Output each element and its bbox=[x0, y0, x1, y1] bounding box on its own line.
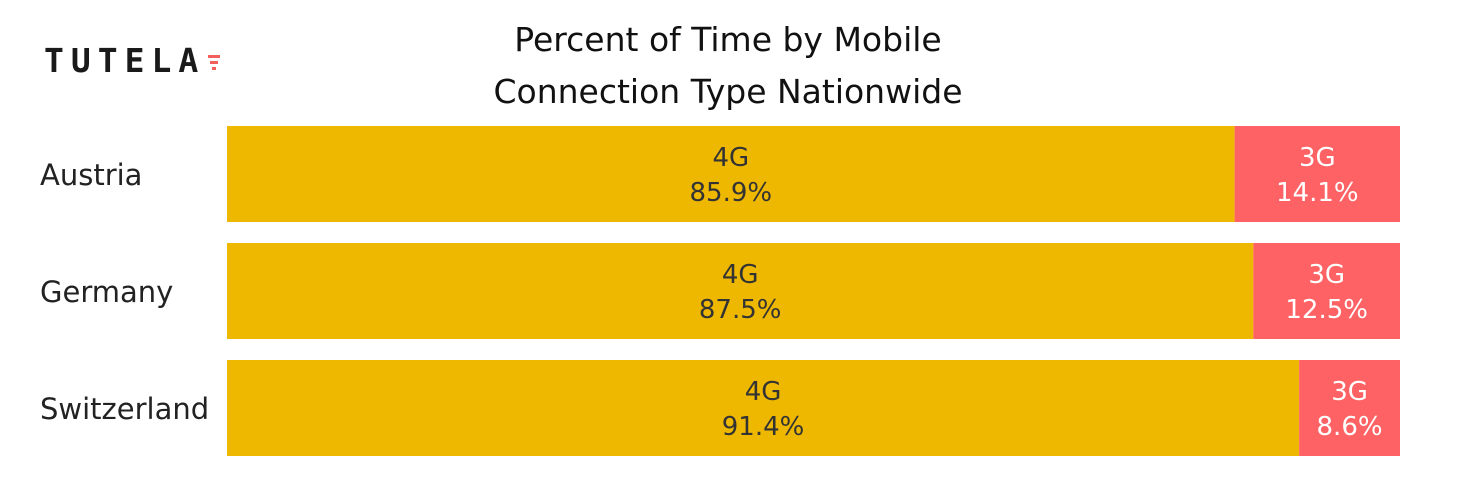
data-label-germany-3g: 12.5% bbox=[1285, 295, 1368, 325]
bar-germany-3g bbox=[1253, 243, 1400, 339]
series-label-austria-4g: 4G bbox=[712, 143, 749, 173]
category-label-germany: Germany bbox=[40, 275, 173, 309]
chart-title: Percent of Time by Mobile Connection Typ… bbox=[400, 14, 1056, 118]
category-label-austria: Austria bbox=[40, 158, 142, 192]
logo: TUTELA bbox=[44, 44, 221, 77]
data-label-austria-3g: 14.1% bbox=[1276, 178, 1359, 208]
category-label-switzerland: Switzerland bbox=[40, 392, 209, 426]
series-label-switzerland-3g: 3G bbox=[1331, 377, 1368, 407]
series-label-switzerland-4g: 4G bbox=[745, 377, 782, 407]
series-label-germany-3g: 3G bbox=[1308, 260, 1345, 290]
series-label-austria-3g: 3G bbox=[1299, 143, 1336, 173]
bar-austria-3g bbox=[1234, 126, 1400, 222]
data-label-switzerland-3g: 8.6% bbox=[1317, 412, 1383, 442]
chart-title-line-1: Percent of Time by Mobile bbox=[514, 20, 942, 59]
chart-title-line-2: Connection Type Nationwide bbox=[493, 72, 963, 111]
logo-text: TUTELA bbox=[44, 41, 206, 80]
series-label-germany-4g: 4G bbox=[722, 260, 759, 290]
logo-triangle-icon bbox=[208, 54, 221, 70]
bar-germany-4g bbox=[227, 243, 1254, 339]
bar-switzerland-4g bbox=[227, 360, 1300, 456]
data-label-germany-4g: 87.5% bbox=[699, 295, 782, 325]
bar-austria-4g bbox=[227, 126, 1235, 222]
data-label-switzerland-4g: 91.4% bbox=[722, 412, 805, 442]
bar-switzerland-3g bbox=[1299, 360, 1400, 456]
data-label-austria-4g: 85.9% bbox=[689, 178, 772, 208]
